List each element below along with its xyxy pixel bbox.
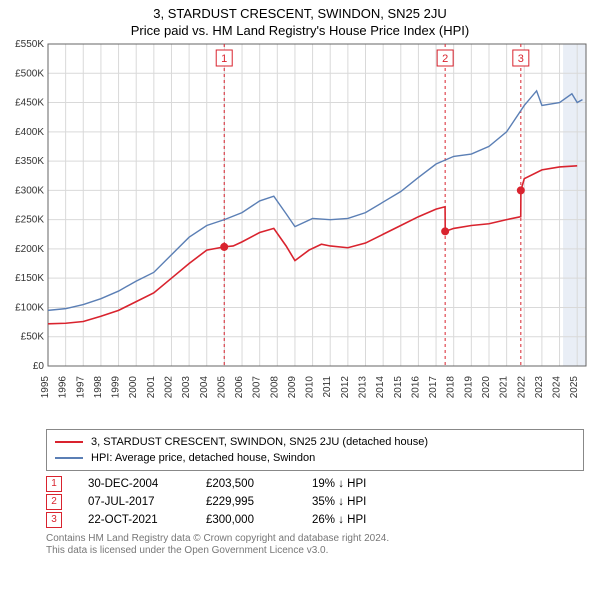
svg-text:2: 2 [442, 53, 448, 65]
sale-row: 3 22-OCT-2021 £300,000 26% ↓ HPI [46, 511, 584, 529]
svg-text:£250K: £250K [15, 215, 44, 226]
legend-label: HPI: Average price, detached house, Swin… [91, 450, 315, 466]
svg-text:£300K: £300K [15, 185, 44, 196]
svg-text:£50K: £50K [21, 332, 45, 343]
sale-price: £300,000 [206, 511, 286, 529]
svg-text:2001: 2001 [146, 376, 157, 399]
svg-text:2008: 2008 [269, 376, 280, 399]
svg-text:2009: 2009 [287, 376, 298, 399]
svg-text:2014: 2014 [375, 376, 386, 399]
legend-item: 3, STARDUST CRESCENT, SWINDON, SN25 2JU … [55, 434, 575, 450]
price-chart: £0 £50K £100K £150K £200K £250K £300K £350K £400… [0, 38, 600, 423]
svg-text:2006: 2006 [234, 376, 245, 399]
svg-text:2002: 2002 [163, 376, 174, 399]
svg-text:2018: 2018 [446, 376, 457, 399]
legend: 3, STARDUST CRESCENT, SWINDON, SN25 2JU … [46, 429, 584, 471]
svg-text:2003: 2003 [181, 376, 192, 399]
svg-text:1: 1 [221, 53, 227, 65]
svg-text:2022: 2022 [516, 376, 527, 399]
sales-table: 1 30-DEC-2004 £203,500 19% ↓ HPI 2 07-JUL-201… [46, 475, 584, 529]
legend-label: 3, STARDUST CRESCENT, SWINDON, SN25 2JU … [91, 434, 428, 450]
sale-date: 07-JUL-2017 [88, 493, 180, 511]
sale-date: 30-DEC-2004 [88, 475, 180, 493]
svg-text:2023: 2023 [534, 376, 545, 399]
svg-text:2019: 2019 [463, 376, 474, 399]
svg-text:2000: 2000 [128, 376, 139, 399]
svg-text:£150K: £150K [15, 273, 44, 284]
svg-text:£0: £0 [33, 361, 45, 372]
sale-row: 2 07-JUL-2017 £229,995 35% ↓ HPI [46, 493, 584, 511]
chart-svg: £0 £50K £100K £150K £200K £250K £300K £350K £400… [0, 38, 600, 418]
svg-text:2010: 2010 [305, 376, 316, 399]
svg-text:2011: 2011 [322, 376, 333, 398]
sale-row: 1 30-DEC-2004 £203,500 19% ↓ HPI [46, 475, 584, 493]
svg-text:1999: 1999 [111, 376, 122, 399]
svg-text:2013: 2013 [358, 376, 369, 399]
svg-text:2025: 2025 [569, 376, 580, 399]
svg-text:2004: 2004 [199, 376, 210, 399]
svg-text:2021: 2021 [499, 376, 510, 399]
attribution-line1: Contains HM Land Registry data © Crown c… [46, 533, 584, 545]
svg-text:2024: 2024 [552, 376, 563, 399]
svg-text:£400K: £400K [15, 127, 44, 138]
svg-text:2020: 2020 [481, 376, 492, 399]
sale-marker-icon: 3 [46, 512, 62, 528]
sale-diff: 35% ↓ HPI [312, 493, 392, 511]
svg-text:2017: 2017 [428, 376, 439, 399]
sale-marker-icon: 1 [46, 476, 62, 492]
chart-title-address: 3, STARDUST CRESCENT, SWINDON, SN25 2JU [0, 0, 600, 21]
svg-text:£500K: £500K [15, 68, 44, 79]
attribution: Contains HM Land Registry data © Crown c… [46, 533, 584, 557]
svg-text:3: 3 [518, 53, 524, 65]
legend-swatch [55, 441, 83, 443]
svg-text:2012: 2012 [340, 376, 351, 399]
svg-text:£550K: £550K [15, 39, 44, 50]
svg-text:£100K: £100K [15, 302, 44, 313]
legend-swatch [55, 457, 83, 459]
sale-price: £229,995 [206, 493, 286, 511]
svg-text:£450K: £450K [15, 98, 44, 109]
svg-text:2007: 2007 [252, 376, 263, 399]
svg-text:1998: 1998 [93, 376, 104, 399]
svg-text:1996: 1996 [58, 376, 69, 399]
svg-text:2016: 2016 [410, 376, 421, 399]
sale-diff: 26% ↓ HPI [312, 511, 392, 529]
sale-price: £203,500 [206, 475, 286, 493]
chart-subtitle: Price paid vs. HM Land Registry's House … [0, 21, 600, 38]
sale-date: 22-OCT-2021 [88, 511, 180, 529]
svg-text:£350K: £350K [15, 156, 44, 167]
svg-text:1997: 1997 [75, 376, 86, 399]
attribution-line2: This data is licensed under the Open Gov… [46, 545, 584, 557]
svg-text:2015: 2015 [393, 376, 404, 399]
sale-diff: 19% ↓ HPI [312, 475, 392, 493]
svg-text:£200K: £200K [15, 244, 44, 255]
sale-marker-icon: 2 [46, 494, 62, 510]
svg-text:1995: 1995 [40, 376, 51, 399]
svg-text:2005: 2005 [216, 376, 227, 399]
legend-item: HPI: Average price, detached house, Swin… [55, 450, 575, 466]
